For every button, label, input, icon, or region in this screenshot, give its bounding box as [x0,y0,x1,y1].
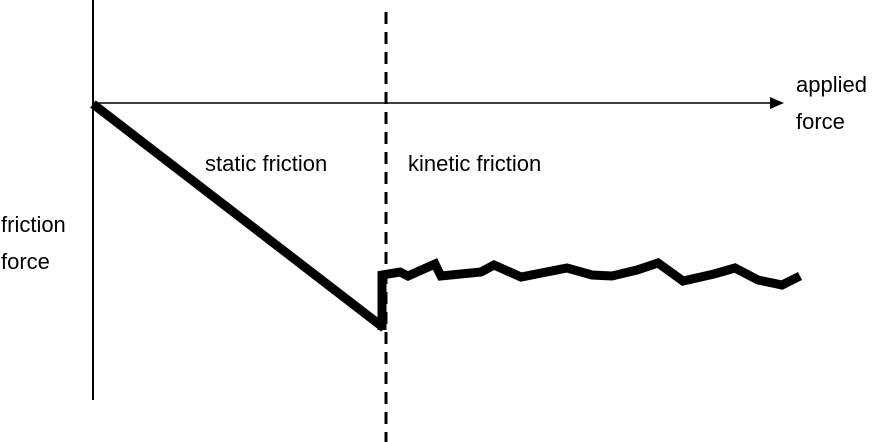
x-axis-label-line1: applied [796,72,867,97]
y-axis-label-line1: friction [1,212,66,237]
static-friction-label: static friction [205,151,328,176]
y-axis-label-line2: force [1,249,50,274]
kinetic-friction-curve [377,258,803,330]
x-axis-label: applied force [796,66,867,140]
x-axis-label-line2: force [796,109,845,134]
y-axis-label: friction force [1,206,66,280]
kinetic-friction-label: kinetic friction [408,151,542,176]
static-friction-curve [90,100,387,332]
